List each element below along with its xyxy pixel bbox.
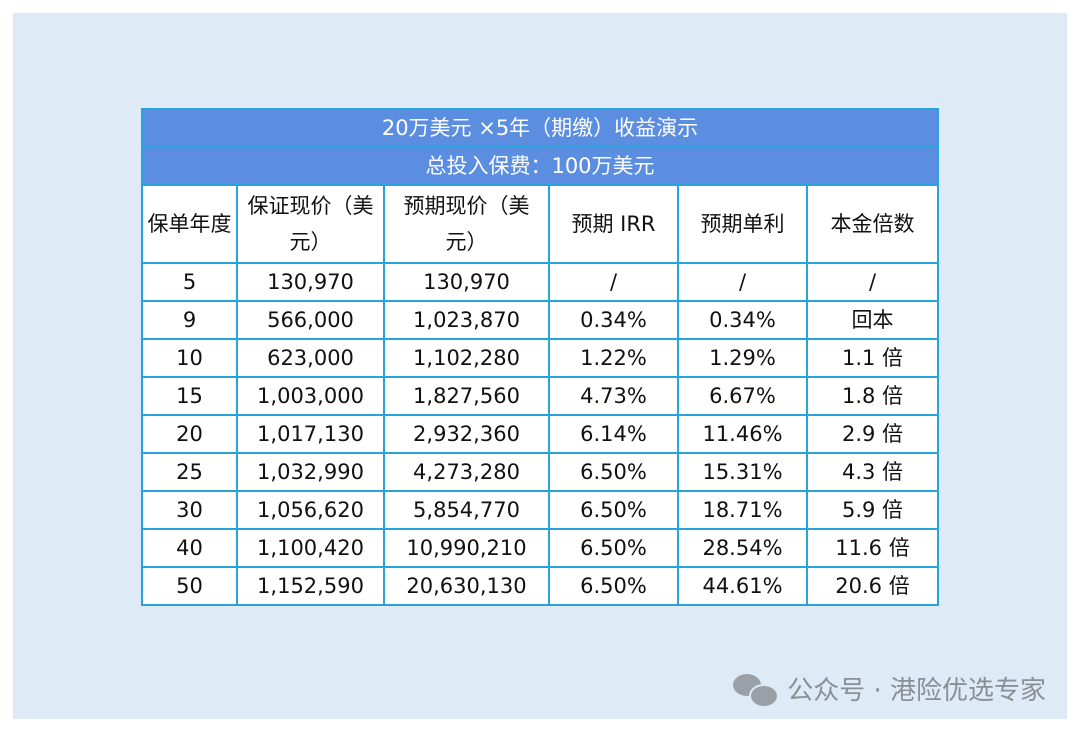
- cell-multiple: 20.6 倍: [805, 566, 940, 606]
- cell-multiple: 回本: [805, 300, 940, 340]
- cell-multiple: /: [805, 262, 940, 302]
- cell-guaranteed: 130,970: [236, 262, 385, 302]
- cell-year: 9: [141, 300, 238, 340]
- cell-multiple: 2.9 倍: [805, 414, 940, 454]
- header-policy-year: 保单年度: [141, 184, 238, 264]
- table-row: 25 1,032,990 4,273,280 6.50% 15.31% 4.3 倍: [141, 452, 940, 492]
- cell-simple: 18.71%: [677, 490, 808, 530]
- returns-table: 20万美元 ×5年（期缴）收益演示 总投入保费：100万美元 保单年度 保证现价…: [140, 108, 940, 606]
- cell-year: 10: [141, 338, 238, 378]
- cell-year: 50: [141, 566, 238, 606]
- cell-guaranteed: 1,100,420: [236, 528, 385, 568]
- cell-year: 40: [141, 528, 238, 568]
- cell-guaranteed: 1,056,620: [236, 490, 385, 530]
- cell-year: 25: [141, 452, 238, 492]
- cell-simple: 15.31%: [677, 452, 808, 492]
- header-expected-value: 预期现价（美元）: [383, 184, 550, 264]
- table-row: 40 1,100,420 10,990,210 6.50% 28.54% 11.6 倍: [141, 528, 940, 568]
- table-row: 9 566,000 1,023,870 0.34% 0.34% 回本: [141, 300, 940, 340]
- header-expected-simple-interest: 预期单利: [677, 184, 808, 264]
- table-row: 30 1,056,620 5,854,770 6.50% 18.71% 5.9 倍: [141, 490, 940, 530]
- cell-year: 30: [141, 490, 238, 530]
- cell-year: 5: [141, 262, 238, 302]
- cell-expected: 20,630,130: [383, 566, 550, 606]
- header-expected-irr: 预期 IRR: [548, 184, 679, 264]
- cell-irr: 6.50%: [548, 566, 679, 606]
- cell-multiple: 5.9 倍: [805, 490, 940, 530]
- table-row: 10 623,000 1,102,280 1.22% 1.29% 1.1 倍: [141, 338, 940, 378]
- cell-irr: 6.50%: [548, 490, 679, 530]
- header-guaranteed-value: 保证现价（美元）: [236, 184, 385, 264]
- cell-expected: 130,970: [383, 262, 550, 302]
- cell-guaranteed: 1,152,590: [236, 566, 385, 606]
- cell-guaranteed: 1,032,990: [236, 452, 385, 492]
- table-row: 50 1,152,590 20,630,130 6.50% 44.61% 20.6 倍: [141, 566, 940, 606]
- cell-simple: 28.54%: [677, 528, 808, 568]
- cell-simple: 6.67%: [677, 376, 808, 416]
- table-row: 15 1,003,000 1,827,560 4.73% 6.67% 1.8 倍: [141, 376, 940, 416]
- cell-irr: /: [548, 262, 679, 302]
- cell-expected: 4,273,280: [383, 452, 550, 492]
- cell-year: 15: [141, 376, 238, 416]
- cell-expected: 1,102,280: [383, 338, 550, 378]
- watermark-text: 公众号 · 港险优选专家: [787, 676, 1046, 706]
- cell-irr: 6.14%: [548, 414, 679, 454]
- cell-expected: 2,932,360: [383, 414, 550, 454]
- cell-irr: 4.73%: [548, 376, 679, 416]
- table-title-row: 20万美元 ×5年（期缴）收益演示: [140, 108, 940, 148]
- watermark: 公众号 · 港险优选专家: [733, 670, 1046, 708]
- cell-expected: 1,827,560: [383, 376, 550, 416]
- cell-multiple: 4.3 倍: [805, 452, 940, 492]
- cell-irr: 6.50%: [548, 528, 679, 568]
- cell-guaranteed: 566,000: [236, 300, 385, 340]
- table-title: 20万美元 ×5年（期缴）收益演示: [140, 108, 940, 148]
- cell-multiple: 1.1 倍: [805, 338, 940, 378]
- header-principal-multiple: 本金倍数: [805, 184, 940, 264]
- cell-guaranteed: 1,003,000: [236, 376, 385, 416]
- table-row: 5 130,970 130,970// /: [141, 262, 940, 302]
- wechat-icon: [733, 672, 780, 708]
- cell-expected: 5,854,770: [383, 490, 550, 530]
- cell-irr: 0.34%: [548, 300, 679, 340]
- cell-expected: 10,990,210: [383, 528, 550, 568]
- cell-irr: 6.50%: [548, 452, 679, 492]
- cell-multiple: 11.6 倍: [805, 528, 940, 568]
- cell-guaranteed: 1,017,130: [236, 414, 385, 454]
- table-row: 20 1,017,130 2,932,360 6.14% 11.46% 2.9 倍: [141, 414, 940, 454]
- cell-simple: 44.61%: [677, 566, 808, 606]
- cell-simple: 11.46%: [677, 414, 808, 454]
- cell-simple: 1.29%: [677, 338, 808, 378]
- cell-irr: 1.22%: [548, 338, 679, 378]
- table-header-row: 保单年度 保证现价（美元） 预期现价（美元） 预期 IRR 预期单利 本金倍数: [141, 184, 940, 264]
- cell-expected: 1,023,870: [383, 300, 550, 340]
- cell-simple: /: [677, 262, 808, 302]
- cell-multiple: 1.8 倍: [805, 376, 940, 416]
- table-subtitle-row: 总投入保费：100万美元: [140, 146, 940, 186]
- cell-simple: 0.34%: [677, 300, 808, 340]
- cell-guaranteed: 623,000: [236, 338, 385, 378]
- cell-year: 20: [141, 414, 238, 454]
- table-subtitle: 总投入保费：100万美元: [140, 146, 940, 186]
